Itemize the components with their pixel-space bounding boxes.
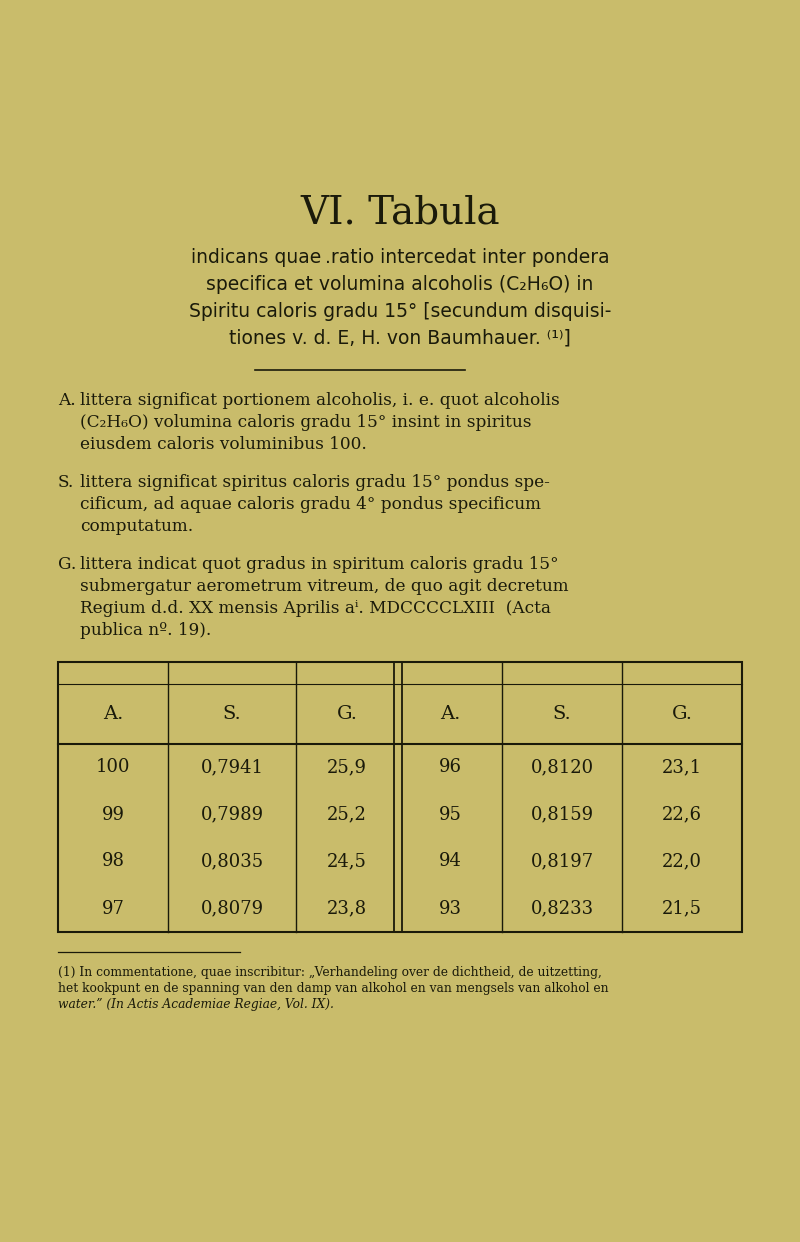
Text: 0,7989: 0,7989: [201, 806, 263, 823]
Text: 99: 99: [102, 806, 125, 823]
Text: littera indicat quot gradus in spiritum caloris gradu 15°: littera indicat quot gradus in spiritum …: [80, 556, 558, 573]
Text: 95: 95: [438, 806, 462, 823]
Text: 22,0: 22,0: [662, 852, 702, 871]
Text: S.: S.: [58, 474, 74, 491]
Text: 93: 93: [438, 899, 462, 918]
Text: cificum, ad aquae caloris gradu 4° pondus specificum: cificum, ad aquae caloris gradu 4° pondu…: [80, 496, 541, 513]
Bar: [58, 662, 742, 932]
Text: indicans quae .ratio intercedat inter pondera: indicans quae .ratio intercedat inter po…: [190, 248, 610, 267]
Text: S.: S.: [553, 705, 571, 723]
Text: 24,5: 24,5: [327, 852, 367, 871]
Text: littera significat portionem alcoholis, i. e. quot alcoholis: littera significat portionem alcoholis, …: [80, 392, 560, 409]
Text: 0,7941: 0,7941: [201, 759, 263, 776]
Text: (1) In commentatione, quae inscribitur: „Verhandeling over de dichtheid, de uitz: (1) In commentatione, quae inscribitur: …: [58, 966, 602, 979]
Text: G.: G.: [337, 705, 358, 723]
Text: specifica et volumina alcoholis (C₂H₆O) in: specifica et volumina alcoholis (C₂H₆O) …: [206, 274, 594, 294]
Text: publica nº. 19).: publica nº. 19).: [80, 622, 211, 638]
Text: 98: 98: [102, 852, 125, 871]
Text: 25,2: 25,2: [327, 806, 367, 823]
Text: 94: 94: [438, 852, 462, 871]
Text: (C₂H₆O) volumina caloris gradu 15° insint in spiritus: (C₂H₆O) volumina caloris gradu 15° insin…: [80, 414, 531, 431]
Text: Spiritu caloris gradu 15° [secundum disquisi-: Spiritu caloris gradu 15° [secundum disq…: [189, 302, 611, 320]
Text: VI. Tabula: VI. Tabula: [300, 195, 500, 232]
Text: 0,8120: 0,8120: [530, 759, 594, 776]
Text: 0,8079: 0,8079: [201, 899, 263, 918]
Text: 0,8197: 0,8197: [530, 852, 594, 871]
Text: 22,6: 22,6: [662, 806, 702, 823]
Text: 100: 100: [96, 759, 130, 776]
Text: 96: 96: [438, 759, 462, 776]
Text: 23,1: 23,1: [662, 759, 702, 776]
Text: A.: A.: [58, 392, 76, 409]
Text: G.: G.: [671, 705, 693, 723]
Text: 0,8035: 0,8035: [201, 852, 263, 871]
Text: 97: 97: [102, 899, 125, 918]
Text: 23,8: 23,8: [327, 899, 367, 918]
Text: S.: S.: [222, 705, 242, 723]
Text: G.: G.: [58, 556, 76, 573]
Text: 25,9: 25,9: [327, 759, 367, 776]
Text: A.: A.: [440, 705, 460, 723]
Text: water.” (In Actis Academiae Regiae, Vol. IX).: water.” (In Actis Academiae Regiae, Vol.…: [58, 999, 334, 1011]
Text: tiones v. d. E, H. von Baumhauer. ⁽¹⁾]: tiones v. d. E, H. von Baumhauer. ⁽¹⁾]: [229, 329, 571, 348]
Text: eiusdem caloris voluminibus 100.: eiusdem caloris voluminibus 100.: [80, 436, 367, 453]
Text: het kookpunt en de spanning van den damp van alkohol en van mengsels van alkohol: het kookpunt en de spanning van den damp…: [58, 982, 609, 995]
Text: computatum.: computatum.: [80, 518, 194, 535]
Text: 0,8159: 0,8159: [530, 806, 594, 823]
Text: 21,5: 21,5: [662, 899, 702, 918]
Text: littera significat spiritus caloris gradu 15° pondus spe-: littera significat spiritus caloris grad…: [80, 474, 550, 491]
Text: Regium d.d. XX mensis Aprilis aⁱ. MDCCCCLXIII  (Acta: Regium d.d. XX mensis Aprilis aⁱ. MDCCCC…: [80, 600, 551, 617]
Text: submergatur aerometrum vitreum, de quo agit decretum: submergatur aerometrum vitreum, de quo a…: [80, 578, 569, 595]
Text: 0,8233: 0,8233: [530, 899, 594, 918]
Text: A.: A.: [103, 705, 123, 723]
